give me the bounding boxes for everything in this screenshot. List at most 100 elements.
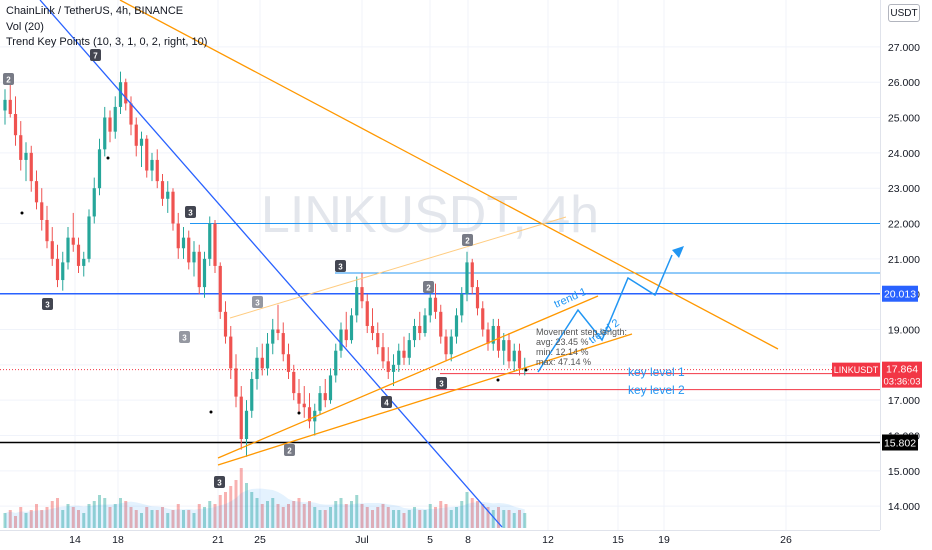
projected-path-arrowhead — [672, 246, 684, 258]
symbol-watermark: LINKUSDT, 4h — [261, 186, 599, 244]
volume-bar — [344, 504, 348, 528]
candle-body — [134, 124, 138, 146]
time-axis-tick[interactable]: Jul — [355, 534, 368, 546]
candle-body — [61, 262, 65, 281]
price-axis-tick[interactable]: 23.000 — [888, 183, 920, 195]
price-axis-tick[interactable]: 14.000 — [888, 501, 920, 513]
candle-body — [181, 237, 186, 249]
candle-body — [271, 329, 275, 344]
pivot-marker — [90, 49, 101, 61]
time-axis-tick[interactable]: 14 — [69, 534, 81, 546]
candle-body — [45, 219, 49, 242]
ascending-trendline-upper — [217, 295, 599, 459]
volume-bar — [77, 510, 80, 528]
candle-body — [66, 237, 70, 263]
volume-bar — [486, 507, 490, 528]
volume-bar — [229, 486, 233, 528]
time-axis-tick[interactable]: 18 — [112, 534, 124, 546]
price-axis-tick[interactable]: 17.000 — [888, 395, 920, 407]
volume-bar — [376, 507, 380, 528]
volume-bar — [35, 504, 38, 528]
pivot-dot — [524, 368, 528, 372]
time-axis-tick[interactable]: 12 — [542, 534, 554, 546]
price-axis-tick[interactable]: 25.000 — [888, 113, 920, 125]
candle-body — [286, 354, 291, 372]
price-axis-tick[interactable]: 21.000 — [888, 254, 920, 266]
candle-body — [339, 329, 343, 351]
pivot-marker — [381, 396, 392, 408]
movement-stats-line: max: 47.14 % — [536, 357, 591, 367]
candle-body — [386, 361, 390, 372]
movement-stats-line: Movement step length: — [536, 327, 627, 337]
trend-key-points-label[interactable]: Trend Key Points (10, 3, 1, 0, 2, right,… — [6, 36, 208, 48]
volume-bar — [56, 498, 59, 528]
candle-body — [449, 336, 453, 355]
volume-bar — [460, 501, 464, 528]
candle-body — [19, 135, 23, 160]
candle-body — [155, 159, 159, 182]
price-axis-tick[interactable]: 15.000 — [888, 466, 920, 478]
time-axis-tick[interactable]: 21 — [212, 534, 224, 546]
pivot-marker — [423, 281, 434, 293]
candle-body — [276, 329, 280, 334]
volume-bar — [150, 510, 154, 528]
symbol-title[interactable]: ChainLink / TetherUS, 4h, BINANCE — [6, 5, 184, 17]
candle-body — [40, 202, 44, 220]
price-axis-tick[interactable]: 19.000 — [888, 325, 920, 337]
volume-bar — [192, 513, 196, 528]
candle-body — [150, 159, 154, 171]
pivot-marker-label: 3 — [217, 479, 222, 488]
volume-indicator-label[interactable]: Vol (20) — [6, 20, 44, 33]
candle-body — [139, 138, 144, 146]
candle-body — [3, 99, 7, 111]
time-axis-tick[interactable]: 8 — [465, 534, 471, 546]
volume-bar — [318, 510, 322, 528]
volume-bar — [329, 507, 332, 528]
candle-body — [255, 357, 259, 379]
volume-bar — [182, 510, 185, 528]
pivot-marker-label: 2 — [6, 76, 11, 85]
price-axis-tick[interactable]: 27.000 — [888, 42, 920, 54]
movement-stats-line: avg: 23.45 % — [536, 337, 589, 347]
candle-body — [360, 287, 364, 302]
candle-body — [50, 241, 54, 259]
currency-button[interactable]: USDT — [888, 4, 920, 22]
candle-body — [470, 262, 474, 288]
time-axis-tick[interactable]: 15 — [612, 534, 624, 546]
candle-body — [292, 371, 296, 394]
volume-bar — [245, 483, 248, 528]
time-axis-tick[interactable]: 25 — [254, 534, 266, 546]
candle-body — [24, 152, 28, 160]
volume-bar — [413, 507, 416, 528]
candle-body — [517, 350, 522, 369]
candle-body — [328, 375, 333, 401]
candle-body — [281, 333, 285, 355]
time-axis-tick[interactable]: 19 — [658, 534, 670, 546]
candle-body — [8, 99, 12, 114]
time-axis-tick[interactable]: 26 — [780, 534, 792, 546]
symbol-label-bg — [832, 362, 880, 377]
candle-body — [423, 315, 427, 334]
volume-bar — [271, 498, 275, 528]
volume-bar — [92, 501, 96, 528]
volume-bar — [476, 501, 479, 528]
volume-bar — [218, 495, 222, 528]
candle-body — [307, 407, 312, 422]
candle-body — [376, 333, 380, 348]
time-axis-tick[interactable]: 5 — [427, 534, 433, 546]
price-axis-tick[interactable]: 24.000 — [888, 148, 920, 160]
price-axis-tick[interactable]: 26.000 — [888, 77, 920, 89]
trend-1-label: trend 1 — [552, 286, 588, 311]
volume-bar — [497, 507, 500, 528]
price-axis-tick[interactable]: 22.000 — [888, 219, 920, 231]
volume-bar — [187, 510, 191, 528]
volume-bar — [87, 504, 91, 528]
volume-bar — [397, 510, 401, 528]
volume-bar — [50, 501, 54, 528]
last-price-label: 17.864 — [886, 364, 918, 376]
key-level-1-label: key level 1 — [628, 365, 685, 379]
volume-bar — [276, 504, 280, 528]
candle-body — [192, 251, 196, 263]
volume-bar — [313, 507, 317, 528]
